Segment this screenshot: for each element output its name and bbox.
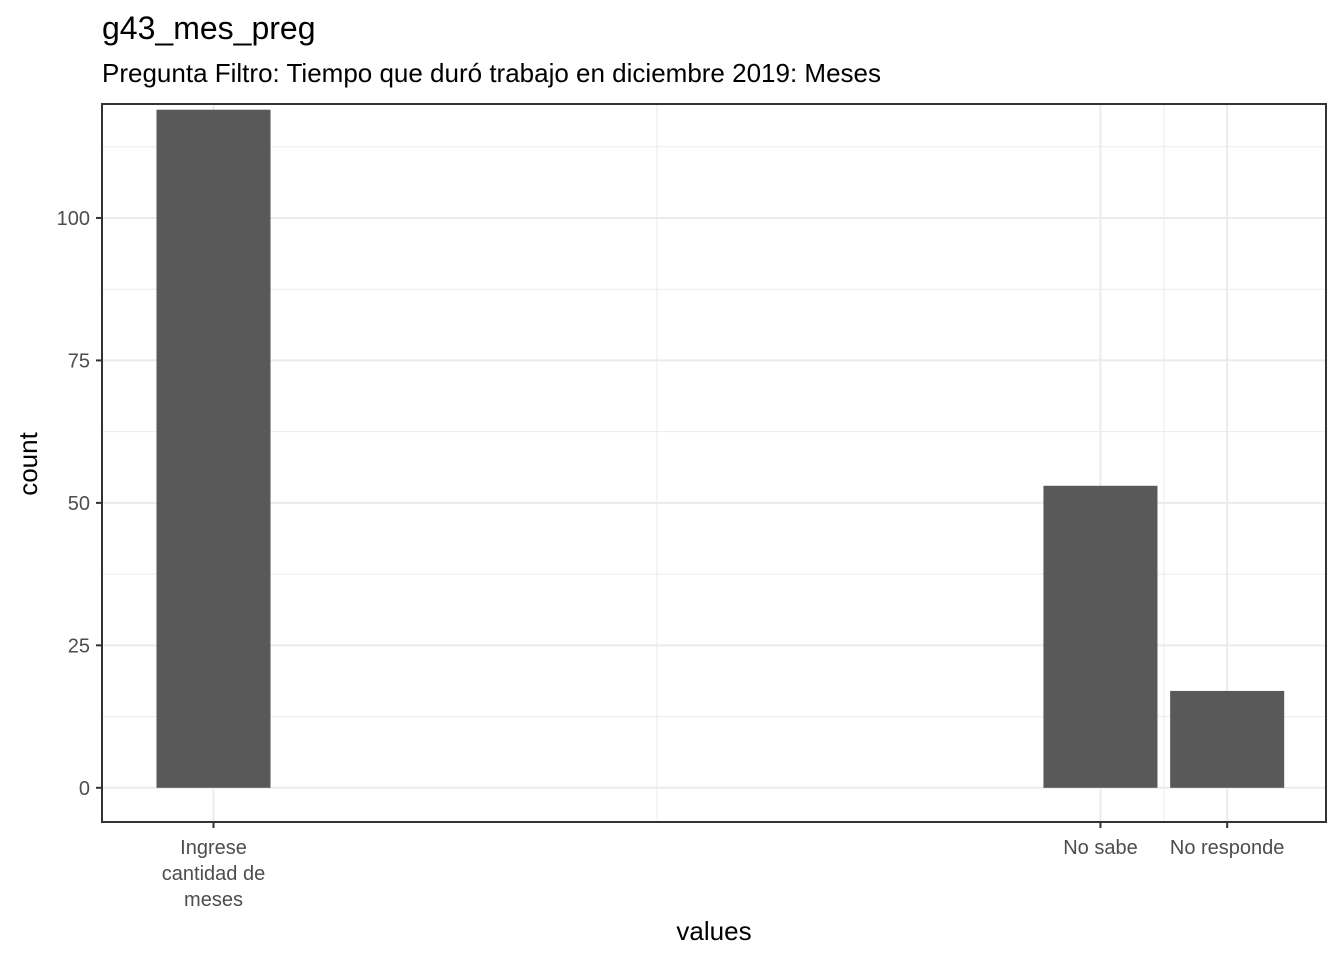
chart-title: g43_mes_preg (102, 10, 316, 46)
x-tick-label: No responde (1170, 837, 1285, 859)
x-axis-title: values (676, 916, 751, 946)
panel-border (101, 103, 1327, 823)
x-tick-label: No sabe (1063, 837, 1138, 859)
x-axis: Ingrese cantidad de meses No sabe No respond… (162, 822, 1285, 911)
y-tick-label: 75 (68, 350, 90, 372)
chart-subtitle: Pregunta Filtro: Tiempo que duró trabajo… (102, 58, 881, 88)
y-tick-label: 0 (79, 778, 90, 800)
y-tick-label: 100 (57, 208, 90, 230)
bar (1170, 690, 1285, 788)
y-tick-label: 50 (68, 493, 90, 515)
x-tick-label: Ingrese cantidad de meses (162, 837, 265, 911)
y-axis-title: count (13, 431, 43, 495)
y-axis: 0 25 50 75 100 (57, 208, 102, 800)
bar (156, 109, 271, 788)
y-tick-label: 25 (68, 635, 90, 657)
bars (156, 109, 1285, 788)
bar (1043, 485, 1158, 788)
